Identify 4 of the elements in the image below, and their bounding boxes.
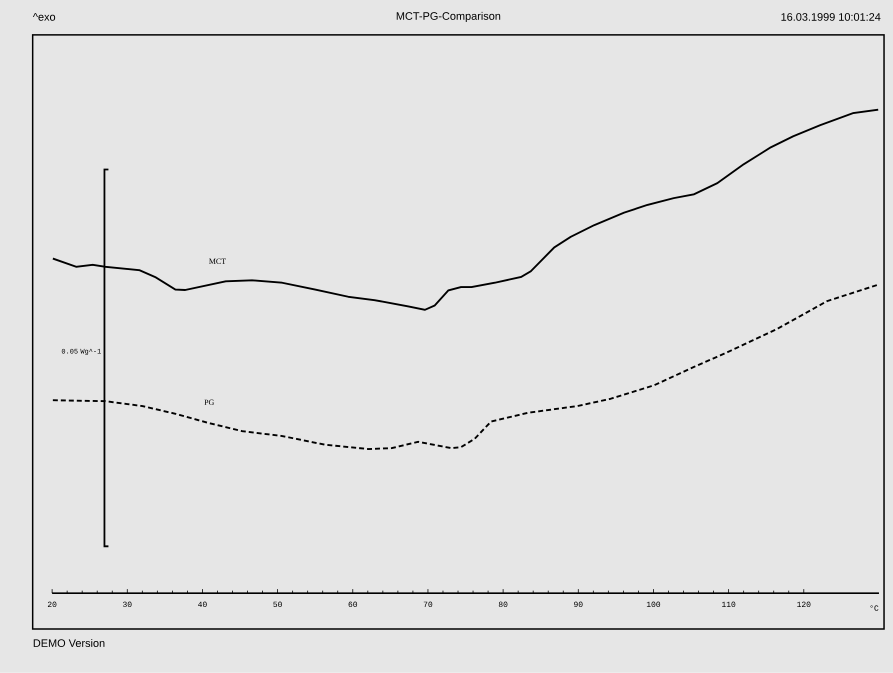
chart-title: MCT-PG-Comparison xyxy=(396,12,500,22)
text: DEMO Version xyxy=(34,639,104,648)
text: ^exo xyxy=(32,13,56,21)
text: 16.03.1999 10:01:24 xyxy=(781,13,880,21)
